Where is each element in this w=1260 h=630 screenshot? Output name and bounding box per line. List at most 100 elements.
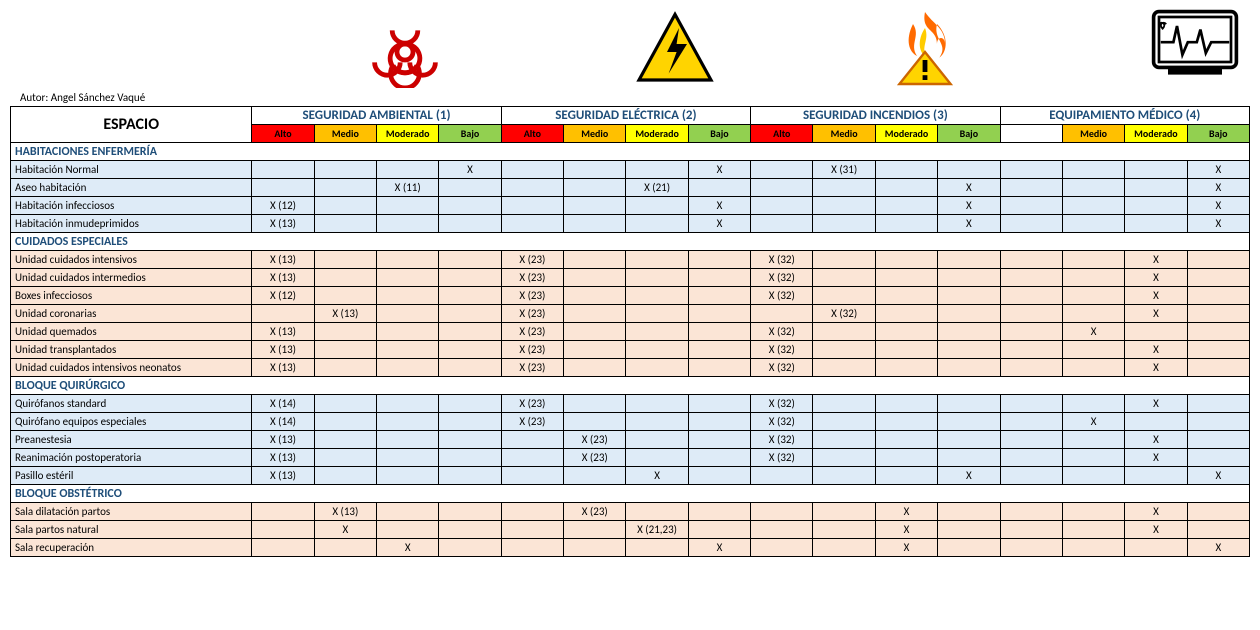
cell-medico-medio: [1062, 359, 1124, 377]
table-row: Unidad transplantadosX (13)X (23)X (32)X: [11, 341, 1250, 359]
section-header: BLOQUE OBSTÉTRICO: [11, 485, 1250, 503]
cell-ambiental-moderado: [377, 251, 439, 269]
cell-electrica-moderado: [626, 305, 688, 323]
table-row: Unidad cuidados intensivosX (13)X (23)X …: [11, 251, 1250, 269]
cell-incendios-bajo: [938, 449, 1000, 467]
cell-electrica-alto: [501, 179, 563, 197]
table-row: Quirófanos standardX (14)X (23)X (32)X: [11, 395, 1250, 413]
cell-electrica-moderado: X (21,23): [626, 521, 688, 539]
cell-ambiental-medio: [314, 431, 376, 449]
cell-electrica-bajo: [688, 251, 750, 269]
cell-electrica-medio: [564, 179, 626, 197]
cell-ambiental-alto: X (13): [252, 251, 314, 269]
cell-ambiental-medio: [314, 395, 376, 413]
cell-incendios-moderado: [875, 269, 937, 287]
cell-ambiental-moderado: [377, 323, 439, 341]
cell-ambiental-bajo: [439, 197, 501, 215]
cell-ambiental-moderado: [377, 503, 439, 521]
cell-electrica-medio: [564, 539, 626, 557]
cell-incendios-medio: [813, 341, 875, 359]
risk-bajo: Bajo: [688, 125, 750, 143]
cell-medico-bajo: [1187, 359, 1249, 377]
medical-monitor-icon: [1150, 8, 1240, 98]
cell-ambiental-bajo: [439, 341, 501, 359]
cell-incendios-moderado: [875, 251, 937, 269]
cell-medico-bajo: X: [1187, 467, 1249, 485]
cell-ambiental-medio: X (13): [314, 503, 376, 521]
cell-electrica-medio: [564, 323, 626, 341]
cell-electrica-alto: X (23): [501, 395, 563, 413]
cell-ambiental-medio: [314, 341, 376, 359]
cell-medico-moderado: X: [1125, 269, 1187, 287]
cell-medico-medio: [1062, 251, 1124, 269]
cell-ambiental-bajo: [439, 305, 501, 323]
cell-incendios-alto: X (32): [751, 395, 813, 413]
cell-ambiental-alto: [252, 305, 314, 323]
cell-electrica-medio: [564, 413, 626, 431]
cell-electrica-medio: X (23): [564, 449, 626, 467]
cell-incendios-moderado: [875, 341, 937, 359]
cell-incendios-moderado: [875, 197, 937, 215]
cell-electrica-medio: X (23): [564, 503, 626, 521]
cell-incendios-medio: [813, 503, 875, 521]
cell-medico-medio: [1062, 395, 1124, 413]
cat-medico-header: EQUIPAMIENTO MÉDICO (4): [1000, 107, 1249, 125]
cell-medico-moderado: [1125, 467, 1187, 485]
cell-electrica-bajo: [688, 503, 750, 521]
cell-ambiental-bajo: [439, 539, 501, 557]
cell-medico-bajo: [1187, 287, 1249, 305]
row-label: Unidad cuidados intensivos neonatos: [11, 359, 252, 377]
risk-bajo: Bajo: [439, 125, 501, 143]
risk-alto: Alto: [751, 125, 813, 143]
cell-incendios-medio: [813, 287, 875, 305]
cell-medico-medio: [1062, 287, 1124, 305]
cell-medico-moderado: X: [1125, 395, 1187, 413]
cell-incendios-bajo: X: [938, 215, 1000, 233]
cell-ambiental-bajo: [439, 287, 501, 305]
section-header: BLOQUE QUIRÚRGICO: [11, 377, 1250, 395]
row-label: Sala partos natural: [11, 521, 252, 539]
cell-electrica-moderado: X: [626, 467, 688, 485]
cell-electrica-moderado: [626, 197, 688, 215]
cell-incendios-medio: [813, 215, 875, 233]
risk-medio: Medio: [813, 125, 875, 143]
cell-electrica-alto: X (23): [501, 359, 563, 377]
cell-ambiental-moderado: [377, 269, 439, 287]
cell-incendios-moderado: [875, 449, 937, 467]
cell-incendios-moderado: [875, 323, 937, 341]
cell-electrica-moderado: [626, 395, 688, 413]
cell-medico-alto: [1000, 413, 1062, 431]
cell-ambiental-bajo: [439, 323, 501, 341]
cell-electrica-bajo: [688, 179, 750, 197]
row-label: Quirófano equipos especiales: [11, 413, 252, 431]
cell-medico-medio: [1062, 539, 1124, 557]
cell-electrica-medio: X (23): [564, 431, 626, 449]
cell-medico-alto: [1000, 395, 1062, 413]
cell-medico-alto: [1000, 287, 1062, 305]
cell-incendios-alto: [751, 467, 813, 485]
cell-incendios-medio: [813, 359, 875, 377]
table-row: Unidad quemadosX (13)X (23)X (32)X: [11, 323, 1250, 341]
cell-medico-alto: [1000, 269, 1062, 287]
cell-incendios-medio: [813, 251, 875, 269]
cell-incendios-bajo: X: [938, 197, 1000, 215]
cell-ambiental-medio: [314, 359, 376, 377]
fire-hazard-icon: [880, 8, 970, 98]
cell-medico-medio: [1062, 521, 1124, 539]
table-row: Aseo habitaciónX (11)X (21)XX: [11, 179, 1250, 197]
cell-electrica-bajo: [688, 323, 750, 341]
cell-electrica-moderado: [626, 323, 688, 341]
cell-electrica-alto: X (23): [501, 323, 563, 341]
cell-ambiental-medio: [314, 215, 376, 233]
cell-electrica-moderado: [626, 539, 688, 557]
cell-electrica-bajo: X: [688, 539, 750, 557]
section-header: CUIDADOS ESPECIALES: [11, 233, 1250, 251]
cell-ambiental-bajo: [439, 179, 501, 197]
cell-ambiental-moderado: [377, 413, 439, 431]
cell-medico-alto: [1000, 539, 1062, 557]
cell-electrica-medio: [564, 341, 626, 359]
cell-medico-bajo: X: [1187, 197, 1249, 215]
cell-incendios-medio: [813, 449, 875, 467]
cell-medico-medio: [1062, 179, 1124, 197]
cell-incendios-moderado: [875, 431, 937, 449]
